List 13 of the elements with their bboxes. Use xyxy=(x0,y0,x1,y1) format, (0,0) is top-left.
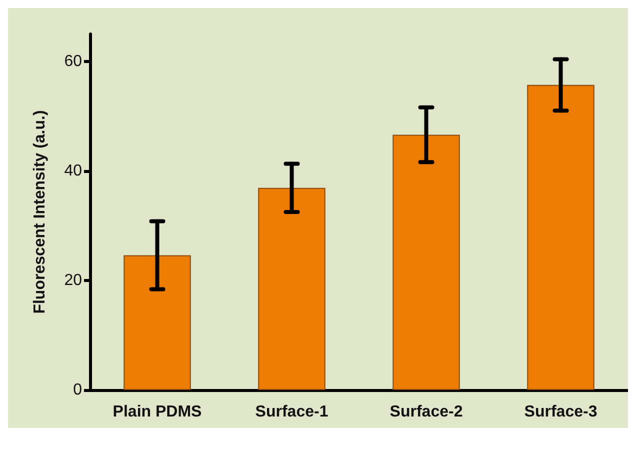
y-tick-label: 40 xyxy=(64,162,82,180)
y-tick-label: 20 xyxy=(64,272,82,289)
x-tick-label: Surface-1 xyxy=(255,404,328,420)
y-tick-label: 0 xyxy=(73,382,82,398)
bar xyxy=(258,188,326,390)
x-tick-label: Surface-2 xyxy=(390,404,463,420)
y-tick-label: 60 xyxy=(64,52,82,70)
x-tick-label: Surface-3 xyxy=(524,404,598,420)
y-axis-title: Fluorescent Intensity (a.u.) xyxy=(32,110,48,314)
bar xyxy=(392,134,460,390)
bar xyxy=(527,84,594,390)
bar xyxy=(124,255,191,390)
x-tick-label: Plain PDMS xyxy=(112,404,202,420)
